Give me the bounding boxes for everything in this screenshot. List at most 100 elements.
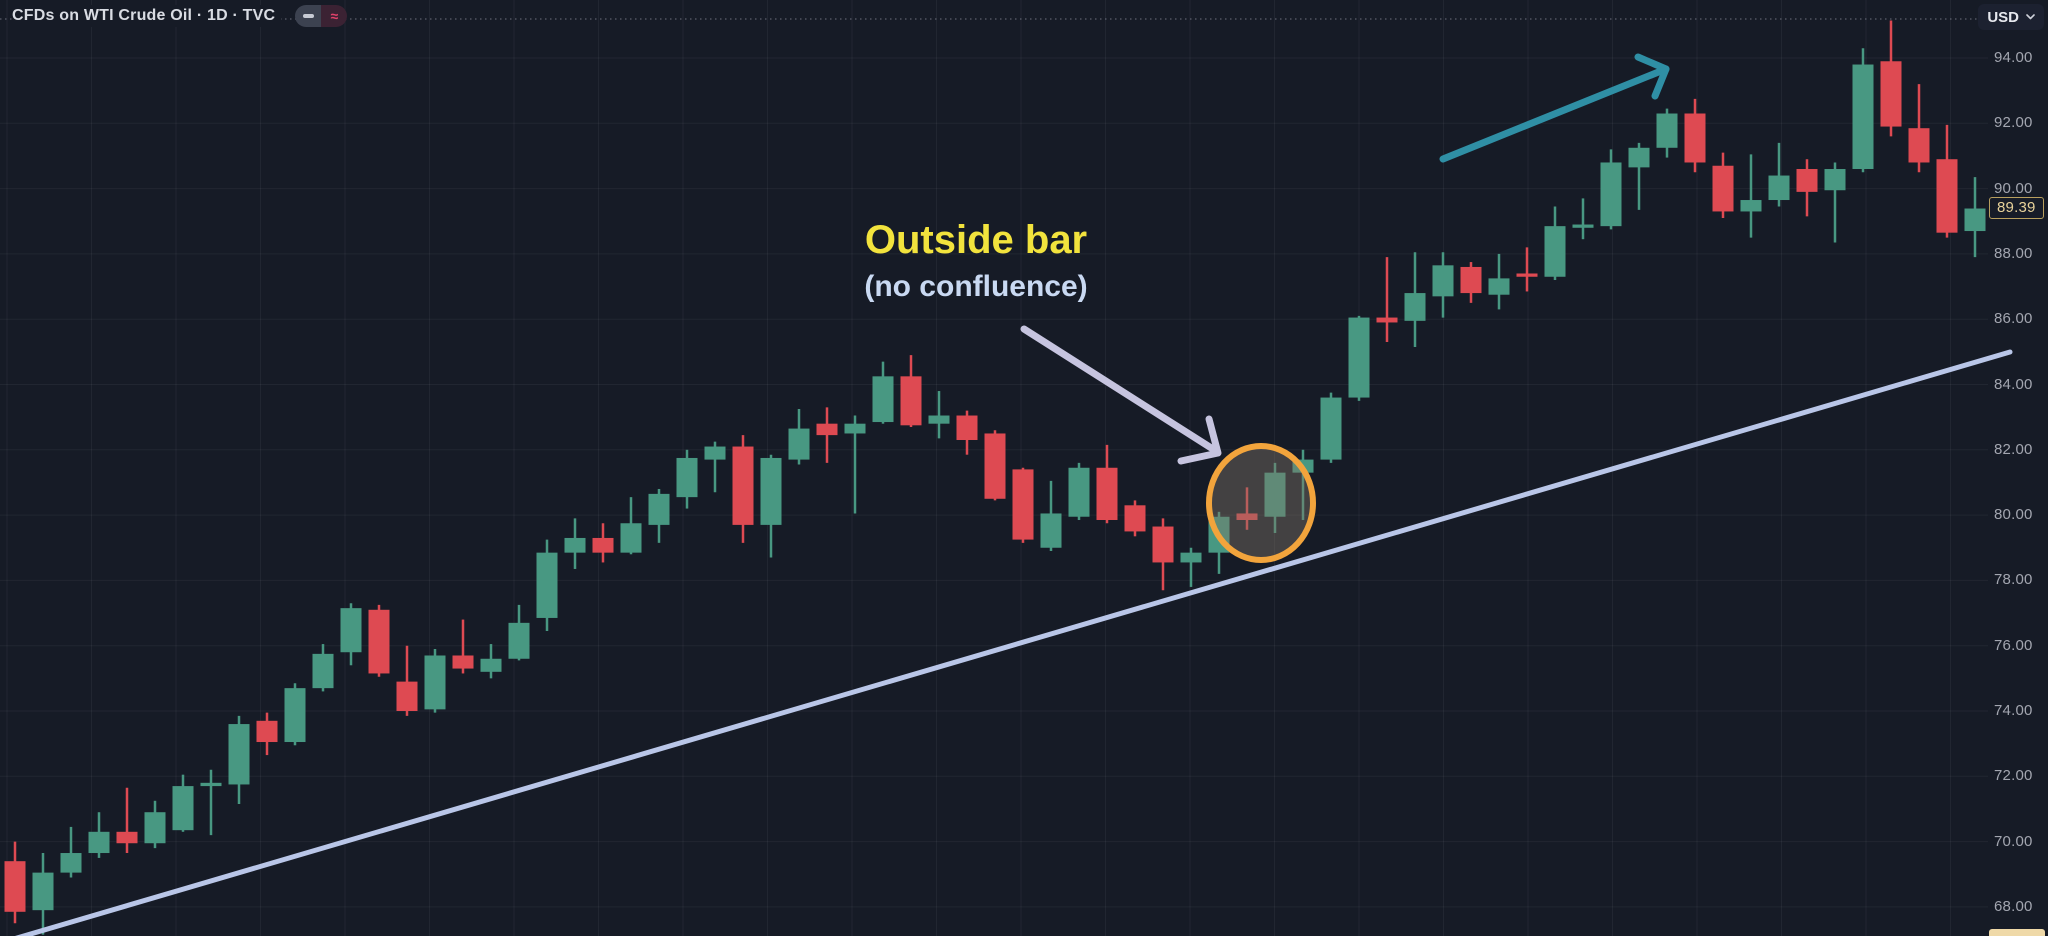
candle [900, 355, 922, 427]
arrow-drawings[interactable] [1020, 53, 1670, 465]
candle [1796, 159, 1818, 217]
candle [1740, 154, 1762, 238]
symbol-title: CFDs on WTI Crude Oil · 1D · TVC [12, 5, 282, 27]
candle [1516, 247, 1538, 292]
candle [1852, 48, 1874, 173]
axis-tick-label: 90.00 [1994, 179, 2033, 197]
chart-header: CFDs on WTI Crude Oil · 1D · TVC ≈ [12, 5, 348, 27]
axis-tick-label: 76.00 [1994, 636, 2033, 654]
candle [1404, 252, 1426, 347]
candle [1628, 142, 1650, 210]
candle [228, 715, 250, 805]
candle [60, 826, 82, 878]
candle [1600, 149, 1622, 230]
candle [1040, 480, 1062, 552]
candle [788, 408, 810, 465]
candle [1880, 20, 1902, 137]
axis-tick-label: 72.00 [1994, 767, 2033, 785]
candle [1180, 547, 1202, 587]
candle [88, 812, 110, 858]
outside-bar-highlight-circle[interactable] [1206, 443, 1316, 563]
axis-tick-label: 88.00 [1994, 244, 2033, 262]
chevron-down-icon [2026, 14, 2035, 20]
annotation-arrow[interactable] [1020, 325, 1222, 465]
axis-tick-label: 74.00 [1994, 702, 2033, 719]
candle [1908, 84, 1930, 173]
candle [956, 410, 978, 455]
candle [704, 441, 726, 493]
candle [844, 415, 866, 514]
axis-tick-label: 70.00 [1994, 832, 2033, 850]
candle [1684, 98, 1706, 173]
candle [368, 604, 390, 677]
candle [200, 769, 222, 836]
candle [4, 841, 26, 924]
candle [116, 787, 138, 854]
uptrend-arrow[interactable] [1439, 53, 1670, 163]
approx-icon: ≈ [321, 5, 348, 27]
candle [732, 435, 754, 543]
candle [1236, 487, 1258, 530]
candle [592, 523, 614, 563]
candle [1124, 500, 1146, 537]
currency-label: USD [1987, 8, 2019, 26]
candle [1712, 152, 1734, 218]
axis-tick-label: 78.00 [1994, 571, 2033, 589]
currency-selector-button[interactable]: USD [1978, 4, 2044, 30]
candle [1348, 315, 1370, 401]
current-price-label: 89.39 [1989, 196, 2044, 219]
candle [1068, 462, 1090, 520]
candle [32, 853, 54, 935]
candle [984, 430, 1006, 501]
candle [1572, 198, 1594, 240]
candle [1096, 444, 1118, 524]
axis-tick-label: 84.00 [1994, 375, 2033, 393]
trendline-drawing[interactable] [0, 349, 2013, 936]
candle [816, 407, 838, 463]
candle [620, 497, 642, 555]
axis-tick-label: 92.00 [1994, 114, 2033, 132]
candle [676, 449, 698, 509]
candle [1824, 162, 1846, 243]
candle [1936, 124, 1958, 238]
candle [340, 603, 362, 666]
candle [760, 454, 782, 558]
candle [256, 712, 278, 756]
candle [1320, 392, 1342, 463]
candle [1964, 177, 1986, 258]
candle [1376, 257, 1398, 343]
candle [1460, 262, 1482, 303]
candle [284, 683, 306, 746]
candle [648, 488, 670, 543]
candle [396, 645, 418, 716]
candle [1264, 462, 1286, 534]
clipped-axis-label [1989, 929, 2045, 936]
axis-tick-label: 94.00 [1994, 49, 2033, 66]
candle [452, 619, 474, 674]
candle [1488, 253, 1510, 310]
axis-tick-label: 86.00 [1994, 310, 2033, 328]
candle [424, 648, 446, 713]
candle [172, 774, 194, 832]
chart-status-pill[interactable]: ≈ [295, 5, 348, 27]
candle [928, 391, 950, 439]
candle [1012, 467, 1034, 543]
candle [508, 604, 530, 661]
candle [1152, 518, 1174, 591]
candle [564, 518, 586, 569]
candle [1656, 108, 1678, 158]
candle [872, 361, 894, 424]
dash-icon [295, 5, 322, 27]
candle [1432, 252, 1454, 318]
candle [480, 644, 502, 679]
candles-layer [4, 20, 1986, 935]
axis-tick-label: 82.00 [1994, 440, 2033, 458]
candle [1544, 206, 1566, 281]
price-axis[interactable]: 89.39 94.00 92.00 90.00 88.00 86.00 84.00 82.0… [1986, 0, 2048, 936]
axis-tick-label: 80.00 [1994, 506, 2033, 524]
axis-tick-label: 68.00 [1994, 897, 2033, 915]
candle [536, 539, 558, 632]
candle [1768, 142, 1790, 207]
candle [312, 644, 334, 692]
